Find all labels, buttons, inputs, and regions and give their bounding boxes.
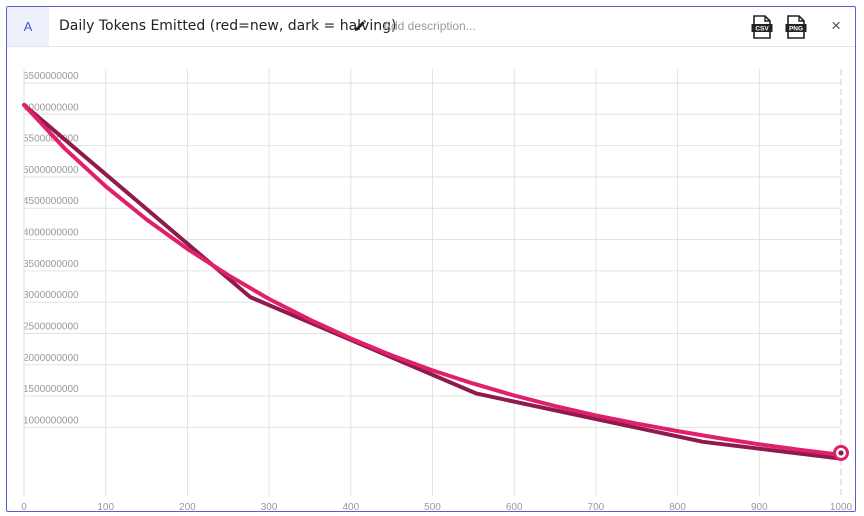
csv-download-icon[interactable]: CSV [751, 15, 773, 39]
x-tick-label: 100 [97, 502, 114, 511]
y-tick-label: 4500000000 [23, 196, 79, 207]
x-tick-label: 400 [342, 502, 359, 511]
y-tick-label: 2000000000 [23, 353, 79, 364]
png-label: PNG [789, 26, 803, 33]
series-line-new [22, 102, 843, 457]
y-tick-label: 6000000000 [23, 102, 79, 113]
y-tick-label: 3000000000 [23, 290, 79, 301]
x-tick-label: 300 [261, 502, 278, 511]
x-tick-label: 600 [506, 502, 523, 511]
x-tick-label: 900 [751, 502, 768, 511]
close-icon[interactable]: × [831, 16, 841, 35]
x-tick-label: 500 [424, 502, 441, 511]
x-tick-label: 700 [588, 502, 605, 511]
panel-badge[interactable]: A [7, 7, 49, 46]
x-tick-label: 200 [179, 502, 196, 511]
y-tick-label: 5000000000 [23, 165, 79, 176]
chart-title[interactable]: Daily Tokens Emitted (red=new, dark = ha… [59, 18, 397, 34]
y-tick-label: 6500000000 [23, 71, 79, 82]
series-end-marker-dot [838, 450, 844, 456]
series-line-halving [22, 102, 843, 461]
y-tick-label: 4000000000 [23, 228, 79, 239]
line-chart: 1000000000 1500000000 2000000000 2500000000… [21, 69, 853, 511]
pencil-icon[interactable] [353, 19, 367, 33]
y-tick-label: 1000000000 [23, 415, 79, 426]
png-download-icon[interactable]: PNG [785, 15, 807, 39]
csv-label: CSV [755, 26, 769, 33]
y-tick-label: 1500000000 [23, 384, 79, 395]
x-tick-label: 800 [669, 502, 686, 511]
panel-header: A Daily Tokens Emitted (red=new, dark = … [7, 7, 855, 47]
x-tick-label: 0 [21, 502, 27, 511]
y-tick-label: 5500000000 [23, 134, 79, 145]
y-tick-label: 3500000000 [23, 259, 79, 270]
y-tick-label: 2500000000 [23, 321, 79, 332]
chart-panel: A Daily Tokens Emitted (red=new, dark = … [6, 6, 856, 512]
description-input[interactable]: Add description... [383, 19, 476, 33]
x-tick-label: 1000 [830, 502, 853, 511]
